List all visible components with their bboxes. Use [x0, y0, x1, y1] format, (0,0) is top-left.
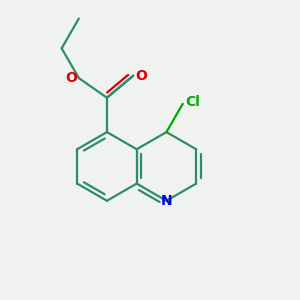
Text: Cl: Cl — [185, 95, 200, 109]
Text: O: O — [65, 71, 77, 85]
Text: O: O — [135, 69, 147, 83]
Text: N: N — [160, 194, 172, 208]
